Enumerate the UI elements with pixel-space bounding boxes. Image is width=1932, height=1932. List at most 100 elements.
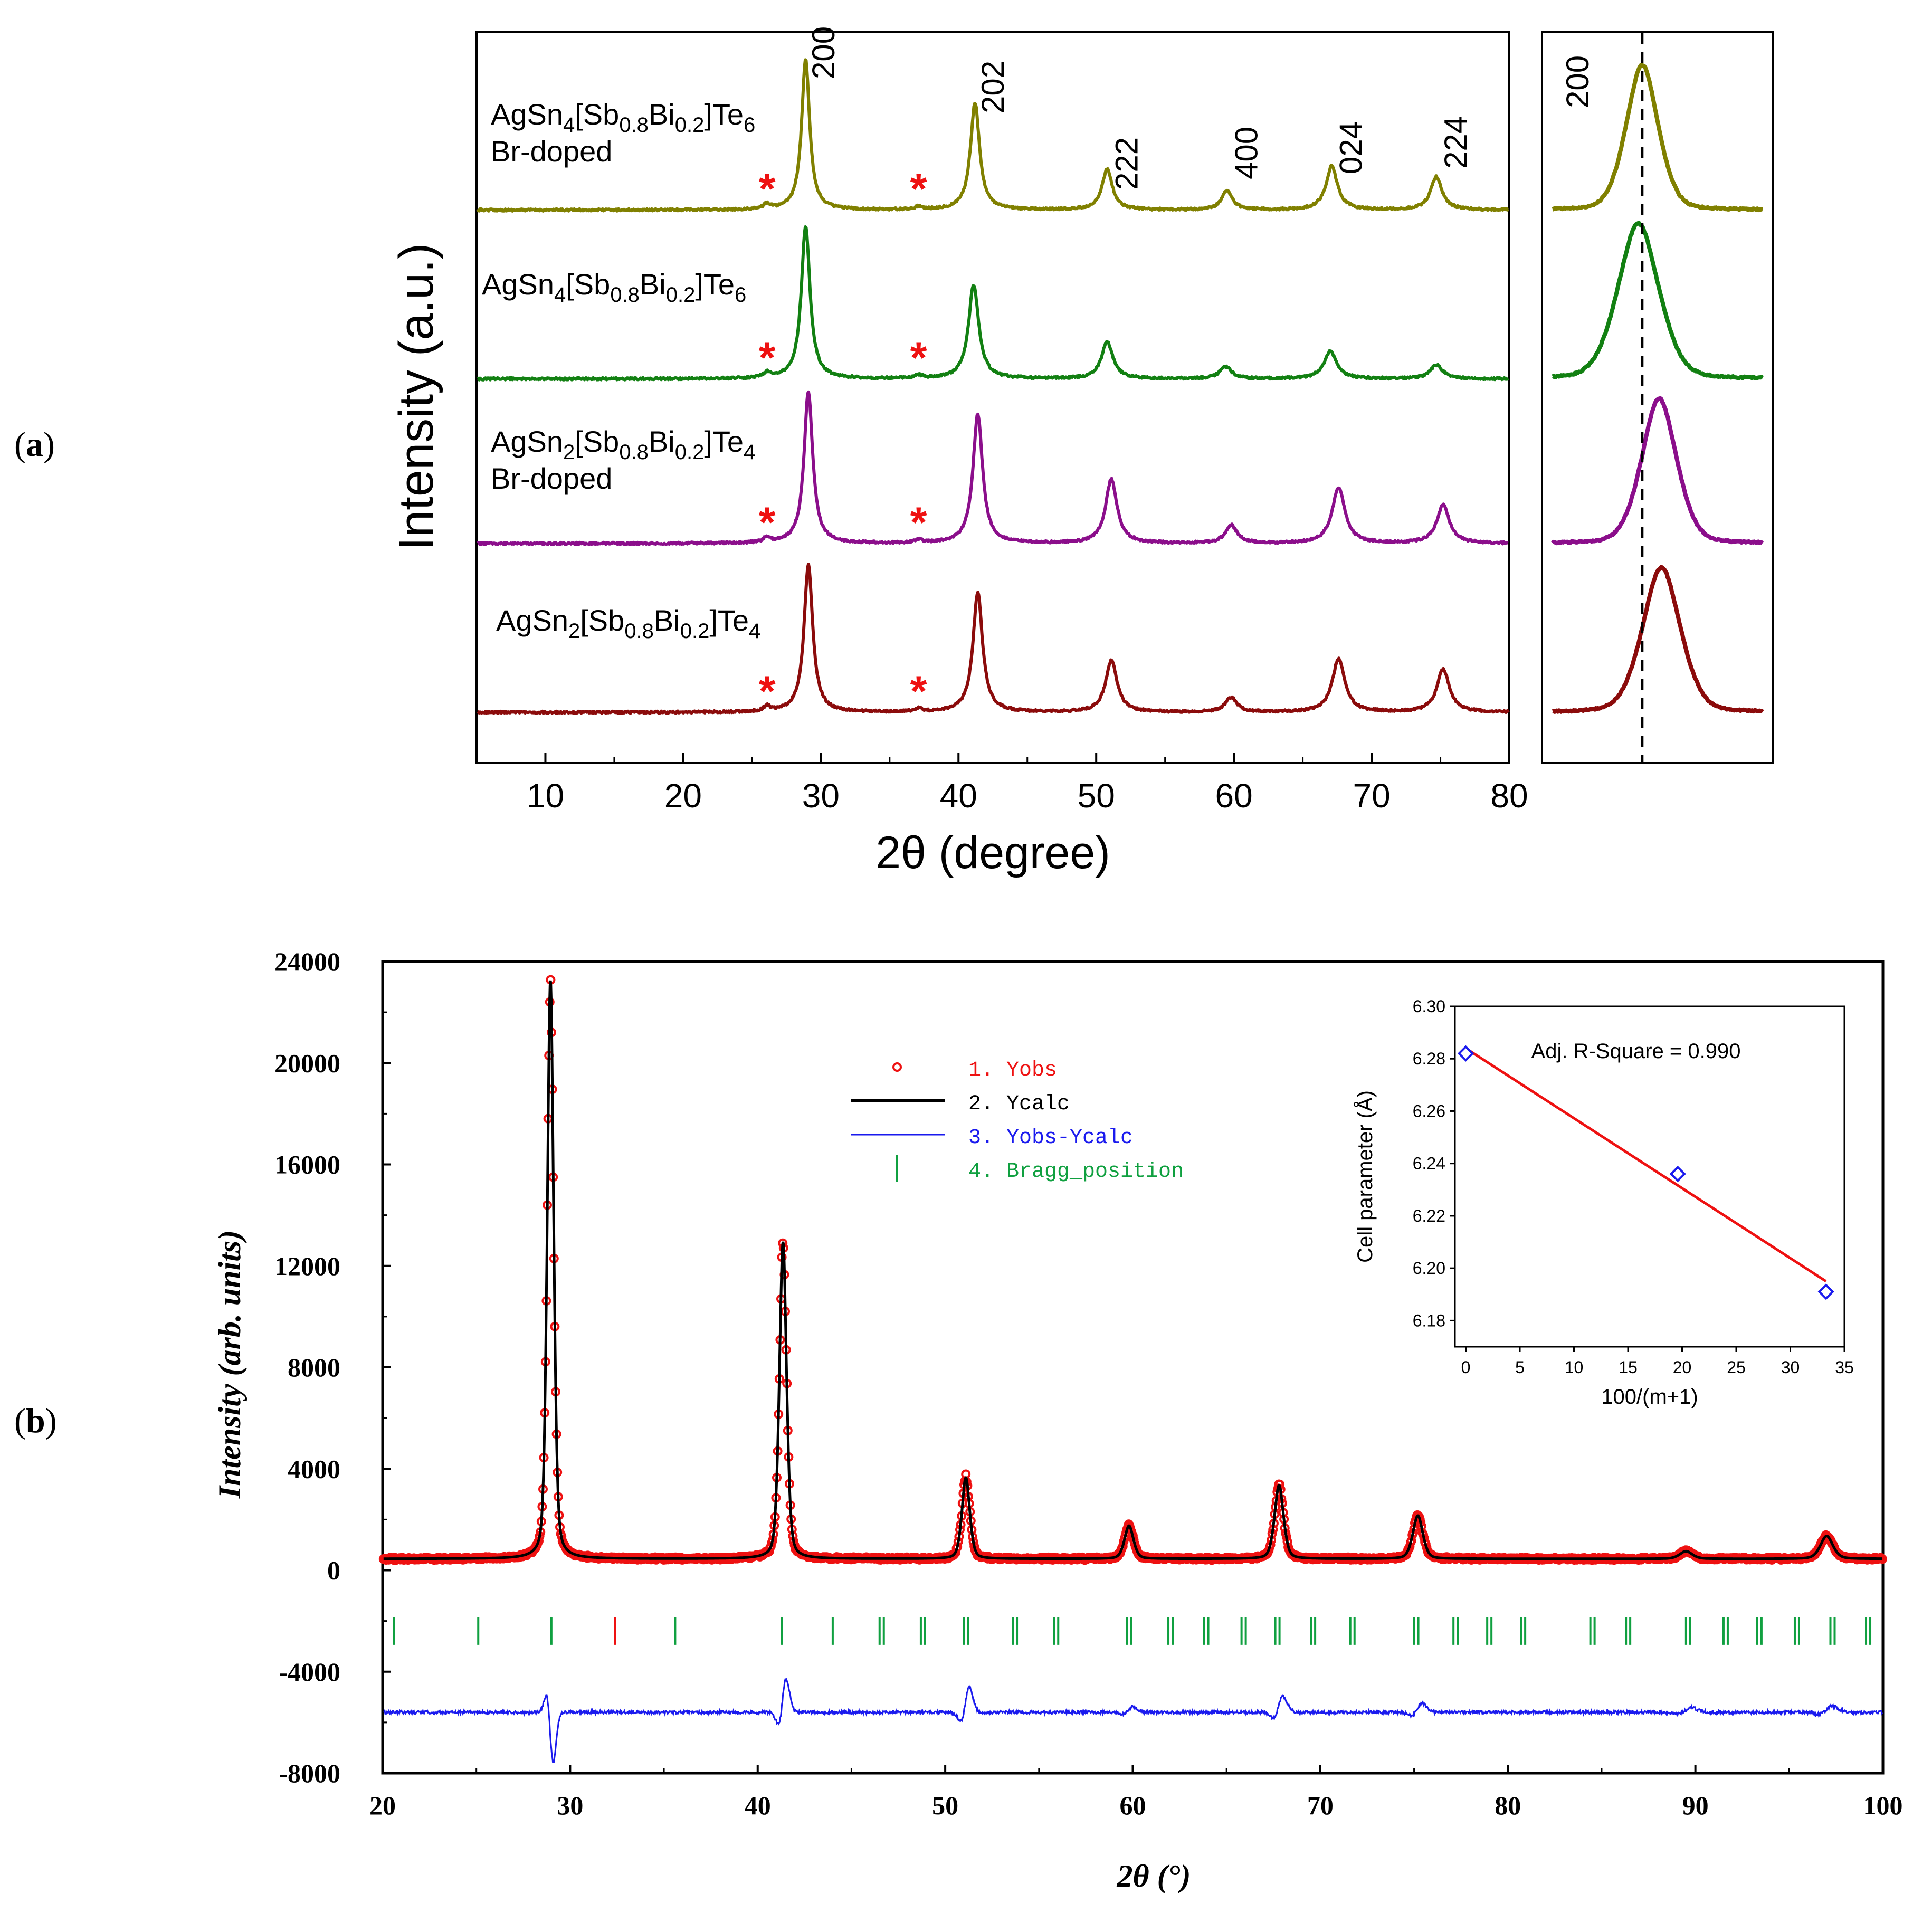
- panel-b-label: (b): [14, 1401, 57, 1441]
- panel-a-zoom-series-line-2: [1552, 221, 1764, 380]
- panel-a-series-label-part: 4: [749, 620, 760, 643]
- panel-a-series-line-4: [477, 563, 1510, 715]
- panel-b-ycalc-line: [383, 980, 1882, 1560]
- panel-b-legend-label-3: 3. Yobs-Ycalc: [968, 1126, 1133, 1150]
- panel-b-y-tick-label: 12000: [274, 1251, 340, 1281]
- panel-a-series-label-part: 0.8: [624, 620, 654, 643]
- panel-b-y-tick-label: -8000: [279, 1758, 340, 1788]
- panel-b-legend-symbol-yobs: [892, 1062, 902, 1072]
- panel-a-series-label-part: 0.2: [675, 113, 705, 137]
- panel-a-series-label-part: 2: [568, 620, 580, 643]
- panel-a-paren-open: (: [14, 425, 26, 464]
- panel-a-zoom-series-line-1: [1552, 62, 1764, 213]
- panel-a-zoom-series-line-3: [1551, 396, 1764, 546]
- panel-a-series-label-1: AgSn4​[Sb0.8​Bi0.2​]Te6​: [491, 98, 755, 137]
- panel-a-x-tick-label: 20: [664, 777, 702, 815]
- panel-a-x-tick-label: 60: [1215, 777, 1253, 815]
- panel-a-x-tick-label: 70: [1353, 777, 1390, 815]
- panel-b-inset-x-tick-label: 5: [1515, 1358, 1525, 1377]
- panel-b-y-tick-label: 16000: [274, 1150, 340, 1179]
- panel-b-inset-x-tick-label: 35: [1835, 1358, 1854, 1377]
- panel-a-series-line-3: [477, 390, 1509, 546]
- panel-a-hkl-label-224: 224: [1438, 116, 1473, 169]
- panel-a-series-label-part: AgSn: [496, 604, 568, 637]
- panel-b-inset-background: [1335, 987, 1868, 1438]
- panel-b-legend-label-4: 4. Bragg_position: [968, 1160, 1184, 1184]
- panel-a-series-label-part: 6: [744, 113, 755, 137]
- panel-b-y-tick-label: 8000: [288, 1353, 340, 1382]
- panel-a-x-axis-title: 2θ (degree): [875, 827, 1110, 878]
- panel-a-series-line-2: [477, 225, 1509, 382]
- panel-b-inset-x-tick-label: 20: [1673, 1358, 1692, 1377]
- panel-a-x-tick-label: 80: [1490, 777, 1528, 815]
- panel-a-series-label-part: ]Te: [709, 604, 749, 637]
- panel-b-y-tick-label: 0: [327, 1556, 340, 1585]
- panel-a-series-label-line2-1: Br-doped: [491, 135, 612, 168]
- panel-a-hkl-label-024: 024: [1334, 121, 1369, 174]
- panel-b-y-axis-title: Intensity (arb. units): [212, 1230, 247, 1499]
- panel-b-paren-open: (: [14, 1402, 26, 1440]
- panel-b-x-tick-label: 70: [1307, 1791, 1334, 1820]
- panel-a-series-label-part: Bi: [649, 425, 675, 458]
- panel-b-inset-frame: [1454, 1005, 1845, 1348]
- panel-b-x-axis-title: 2θ (°): [1116, 1859, 1191, 1893]
- panel-a-series-label-part: ]Te: [695, 268, 735, 301]
- panel-a-series-label-part: AgSn: [491, 425, 563, 458]
- panel-b-inset-y-tick-label: 6.26: [1413, 1101, 1445, 1120]
- panel-a-impurity-star: *: [759, 499, 776, 547]
- panel-a-impurity-star: *: [910, 334, 927, 382]
- panel-b-y-tick-label: 4000: [288, 1454, 340, 1483]
- panel-a-series-label-part: 0.2: [666, 283, 696, 307]
- panel-a-y-axis-title: Intensity (a.u.): [389, 243, 443, 551]
- panel-a-hkl-label-200: 200: [806, 26, 841, 79]
- panel-b-legend-label-1: 1. Yobs: [968, 1059, 1057, 1082]
- panel-a-hkl-label-202: 202: [975, 61, 1011, 113]
- panel-a-label: (a): [14, 425, 55, 465]
- panel-b-x-tick-label: 80: [1495, 1791, 1521, 1820]
- panel-b-inset-point: [1669, 1165, 1686, 1183]
- panel-a-series-label-line2-3: Br-doped: [491, 462, 612, 495]
- panel-b-y-tick-label: -4000: [279, 1657, 340, 1687]
- panel-b-inset-x-tick-label: 15: [1619, 1358, 1638, 1377]
- panel-a-hkl-label-222: 222: [1109, 137, 1144, 190]
- panel-b-inset-x-tick-label: 30: [1781, 1358, 1800, 1377]
- panel-a-impurity-star: *: [759, 668, 776, 716]
- panel-b-inset-point: [1457, 1045, 1474, 1062]
- panel-a-hkl-label-400: 400: [1229, 127, 1264, 179]
- panel-a-series-label-part: AgSn: [482, 268, 554, 301]
- panel-b-x-tick-label: 20: [369, 1791, 396, 1820]
- panel-a-x-tick-label: 10: [527, 777, 564, 815]
- panel-b-inset-point: [1817, 1283, 1834, 1300]
- panel-b-paren-close: ): [45, 1402, 57, 1440]
- panel-b-inset-x-tick-label: 10: [1565, 1358, 1584, 1377]
- panel-a-series-label-part: Bi: [640, 268, 666, 301]
- panel-b-x-tick-label: 90: [1682, 1791, 1709, 1820]
- panel-b-inset-fit-line: [1465, 1047, 1827, 1283]
- panel-b-inset-y-tick-label: 6.30: [1413, 997, 1445, 1016]
- panel-b-inset-x-tick-label: 0: [1461, 1358, 1471, 1377]
- panel-b-inset-annotation: Adj. R-Square = 0.990: [1531, 1040, 1741, 1063]
- panel-a-series-label-part: ]Te: [704, 98, 744, 131]
- panel-b-letter: b: [25, 1402, 45, 1440]
- panel-a-series-line-1: [476, 58, 1509, 213]
- panel-a-series-label-part: 6: [735, 283, 746, 307]
- panel-a-series-label-2: AgSn4​[Sb0.8​Bi0.2​]Te6​: [482, 268, 746, 307]
- panel-a-series-label-part: 4: [554, 283, 566, 307]
- panel-a-series-label-part: 0.8: [619, 441, 649, 464]
- panel-b-inset-y-axis-title: Cell parameter (Å): [1353, 1090, 1377, 1263]
- panel-b-inset-y-tick-label: 6.28: [1413, 1049, 1445, 1068]
- panel-b-x-tick-label: 40: [745, 1791, 771, 1820]
- panel-a-x-tick-label: 50: [1078, 777, 1115, 815]
- panel-a-series-label-part: 0.8: [610, 283, 640, 307]
- panel-b-inset-x-tick-label: 25: [1727, 1358, 1746, 1377]
- panel-a-series-label-part: ]Te: [704, 425, 744, 458]
- panel-b-inset-y-tick-label: 6.22: [1413, 1206, 1445, 1225]
- panel-b-x-tick-label: 60: [1120, 1791, 1146, 1820]
- panel-a-series-label-part: Bi: [649, 98, 675, 131]
- panel-b-legend: 1. Yobs 2. Ycalc 3. Yobs-Ycalc 4. Bragg_pos…: [844, 1050, 1224, 1193]
- panel-a-series-label-4: AgSn2​[Sb0.8​Bi0.2​]Te4​: [496, 604, 760, 643]
- panel-b-inset-y-tick-label: 6.24: [1413, 1154, 1445, 1173]
- panel-a-letter: a: [25, 425, 43, 464]
